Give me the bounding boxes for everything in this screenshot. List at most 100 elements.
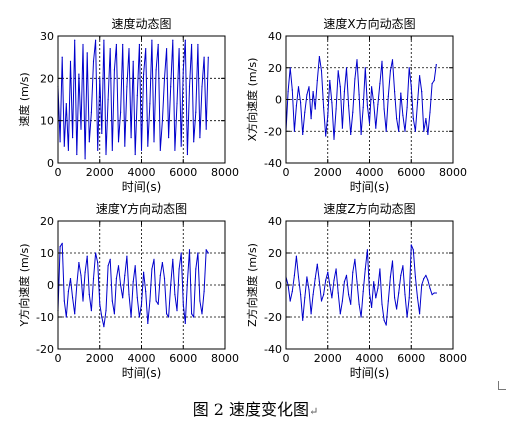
data-point — [61, 242, 63, 244]
data-point — [368, 292, 371, 294]
data-point — [318, 56, 320, 58]
data-point — [136, 94, 138, 96]
y-tick-label: 0 — [275, 94, 282, 107]
data-point — [366, 105, 368, 107]
y-axis-label: Z方向速度 (m/s) — [245, 243, 259, 327]
data-point — [375, 127, 377, 129]
data-point — [97, 262, 99, 264]
data-point — [132, 281, 134, 283]
data-point — [201, 86, 203, 88]
data-point — [325, 135, 327, 137]
chart-title: 速度X方向动态图 — [323, 16, 415, 31]
data-point — [143, 271, 145, 273]
data-point — [193, 316, 195, 318]
data-point — [76, 284, 78, 286]
data-point — [412, 249, 414, 251]
figure-caption: 图 2 速度变化图↵ — [0, 396, 511, 420]
data-point — [63, 145, 65, 147]
data-point — [387, 300, 389, 302]
data-point — [195, 111, 197, 113]
data-point — [433, 79, 435, 82]
data-point — [174, 294, 176, 296]
data-point — [331, 297, 333, 299]
data-point — [197, 43, 199, 46]
data-point — [375, 297, 377, 299]
data-point — [291, 290, 293, 292]
x-tick-label: 2000 — [314, 166, 342, 179]
data-point — [180, 252, 182, 254]
data-point — [132, 60, 134, 63]
y-axis-label: X方向速度 (m/s) — [245, 58, 259, 142]
x-tick-label: 0 — [55, 166, 62, 179]
data-point — [113, 69, 115, 71]
data-point — [153, 141, 155, 143]
y-tick-label: 10 — [40, 247, 54, 260]
data-point — [423, 278, 425, 280]
data-point — [159, 274, 161, 276]
data-point — [335, 108, 337, 110]
data-point — [124, 145, 126, 147]
data-point — [134, 153, 136, 156]
data-point — [69, 60, 72, 63]
data-point — [180, 145, 182, 147]
data-point — [82, 300, 84, 302]
data-point — [312, 91, 314, 93]
data-point — [105, 153, 107, 156]
data-point — [80, 128, 82, 130]
data-point — [427, 133, 429, 135]
x-tick-label: 4000 — [356, 352, 384, 365]
data-point — [203, 56, 205, 58]
data-point — [333, 279, 335, 281]
data-point — [379, 268, 381, 270]
x-tick-label: 6000 — [169, 352, 197, 365]
data-point — [423, 130, 425, 132]
data-point — [389, 276, 391, 278]
data-point — [115, 43, 117, 46]
data-point — [69, 278, 72, 280]
data-point — [345, 274, 348, 276]
data-point — [63, 300, 65, 302]
x-tick-label: 0 — [283, 352, 290, 365]
data-point — [84, 158, 86, 160]
data-point — [124, 274, 126, 276]
data-point — [117, 265, 120, 267]
data-point — [197, 252, 199, 254]
data-point — [341, 300, 343, 302]
data-point — [377, 287, 379, 289]
data-point — [97, 149, 99, 151]
data-point — [429, 111, 431, 113]
data-point — [302, 319, 304, 321]
data-point — [366, 249, 368, 251]
data-point — [300, 294, 302, 296]
data-point — [348, 105, 350, 107]
data-point — [402, 114, 404, 116]
data-point — [381, 303, 383, 305]
x-tick-label: 8000 — [211, 352, 239, 365]
data-point — [201, 313, 203, 315]
data-point — [316, 263, 318, 265]
data-point — [128, 48, 130, 50]
data-point — [400, 274, 402, 276]
y-tick-label: -40 — [264, 157, 282, 170]
y-tick-label: 20 — [268, 62, 282, 75]
data-point — [398, 292, 400, 294]
data-point — [435, 64, 437, 66]
data-point — [360, 133, 362, 135]
data-point — [90, 310, 92, 312]
data-point — [335, 268, 337, 270]
data-point — [153, 258, 155, 260]
data-point — [358, 94, 360, 96]
data-point — [400, 92, 402, 94]
data-point — [404, 130, 406, 132]
data-point — [99, 77, 101, 79]
x-tick-label: 6000 — [397, 352, 425, 365]
x-axis-label: 时间(s) — [350, 180, 390, 194]
data-point — [166, 313, 168, 315]
data-point — [360, 316, 362, 318]
data-point — [172, 39, 174, 41]
x-tick-label: 2000 — [86, 352, 114, 365]
y-axis-label: 速度 (m/s) — [17, 72, 31, 126]
data-point — [163, 77, 166, 79]
data-point — [327, 114, 329, 116]
data-point — [287, 91, 289, 93]
